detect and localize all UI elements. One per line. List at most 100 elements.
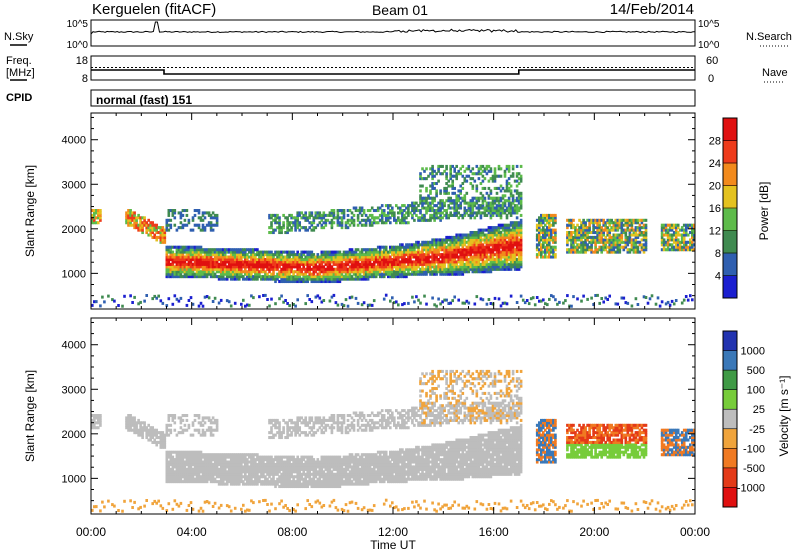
- power-cell: [465, 260, 469, 264]
- range-tick-label: 2000: [62, 224, 86, 236]
- power-cell: [459, 243, 463, 247]
- power-cell: [467, 174, 471, 178]
- velocity-cell: [169, 463, 173, 467]
- power-cell: [491, 260, 495, 264]
- power-cell: [481, 169, 485, 173]
- velocity-cell: [179, 458, 183, 462]
- power-cell: [219, 258, 223, 262]
- power-cell: [348, 209, 352, 213]
- power-cell: [689, 240, 692, 244]
- power-cell: [473, 243, 477, 247]
- power-cell: [475, 265, 479, 269]
- power-cell: [368, 275, 372, 279]
- power-cell: [433, 272, 436, 276]
- power-cell: [336, 213, 340, 217]
- power-cell: [278, 258, 281, 262]
- power-cell: [640, 218, 644, 222]
- power-cell: [604, 248, 608, 252]
- power-cell: [497, 204, 501, 208]
- velocity-cell: [197, 460, 201, 464]
- power-cell: [666, 243, 670, 247]
- velocity-cell: [169, 460, 173, 464]
- power-cell: [554, 245, 557, 249]
- power-cell: [427, 218, 430, 222]
- power-cell: [393, 255, 396, 259]
- power-cell: [227, 260, 231, 264]
- power-cell: [300, 226, 304, 230]
- power-cell: [606, 250, 610, 254]
- power-cell: [378, 245, 382, 249]
- power-cell: [374, 258, 378, 262]
- power-cell: [221, 267, 225, 271]
- power-cell: [185, 272, 189, 276]
- power-cell: [620, 240, 624, 244]
- power-cell: [483, 250, 487, 254]
- power-cell: [622, 223, 626, 227]
- power-cell: [459, 189, 463, 193]
- power-cell: [270, 255, 273, 259]
- power-cell: [101, 295, 104, 299]
- power-cell: [270, 262, 273, 266]
- power-cell: [427, 253, 430, 257]
- power-cell: [181, 245, 185, 249]
- velocity-cell: [181, 465, 185, 469]
- power-cell: [564, 299, 567, 303]
- power-cell: [517, 253, 521, 257]
- power-cell: [660, 238, 664, 242]
- power-cell: [509, 221, 513, 225]
- velocity-cell: [197, 475, 201, 479]
- power-cell: [342, 255, 346, 259]
- power-cell: [314, 267, 318, 271]
- power-cell: [519, 265, 523, 269]
- power-cell: [254, 277, 257, 281]
- power-cell: [632, 248, 636, 252]
- power-cell: [159, 228, 163, 232]
- power-cell: [211, 253, 215, 257]
- power-cell: [213, 248, 217, 252]
- velocity-cell: [169, 453, 173, 457]
- power-cell: [662, 243, 666, 247]
- power-cell: [280, 272, 283, 276]
- power-cell: [360, 260, 364, 264]
- power-cell: [173, 258, 177, 262]
- power-cell: [312, 253, 316, 257]
- power-cell: [173, 260, 177, 264]
- power-cell: [215, 265, 219, 269]
- power-cell: [580, 299, 583, 303]
- power-cell: [453, 199, 457, 203]
- power-cell: [378, 267, 382, 271]
- power-cell: [149, 226, 153, 230]
- power-cell: [403, 245, 406, 249]
- power-cell: [485, 262, 489, 266]
- velocity-cell: [171, 507, 175, 511]
- power-cell: [403, 260, 406, 264]
- power-cell: [286, 218, 289, 222]
- power-cell: [479, 297, 483, 301]
- power-cell: [570, 233, 573, 237]
- power-cell: [195, 250, 199, 254]
- power-cell: [423, 270, 426, 274]
- power-cell: [495, 238, 499, 242]
- power-cell: [346, 277, 350, 281]
- power-cell: [578, 233, 581, 237]
- velocity-cell: [199, 477, 203, 481]
- power-cell: [310, 280, 314, 284]
- power-cell: [340, 221, 344, 225]
- power-cell: [324, 258, 328, 262]
- power-cell: [584, 221, 587, 225]
- power-cell: [372, 260, 376, 264]
- power-cell: [678, 248, 682, 252]
- power-cell: [592, 221, 595, 225]
- power-cell: [612, 235, 616, 239]
- power-cell: [614, 226, 618, 230]
- power-cell: [316, 275, 320, 279]
- power-cell: [403, 216, 406, 220]
- power-cell: [548, 240, 551, 244]
- power-cell: [344, 253, 348, 257]
- power-cell: [499, 253, 503, 257]
- power-cell: [282, 270, 285, 274]
- power-cell: [233, 258, 237, 262]
- power-cell: [495, 258, 499, 262]
- power-cell: [616, 302, 620, 306]
- power-cell: [322, 216, 326, 220]
